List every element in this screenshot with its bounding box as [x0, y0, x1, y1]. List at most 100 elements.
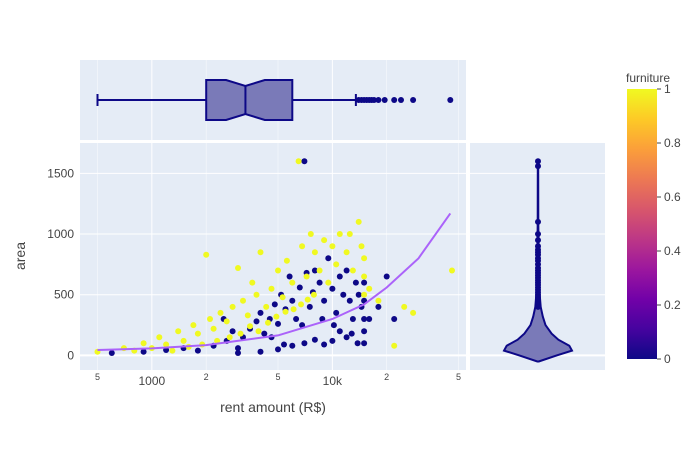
scatter-point [310, 291, 317, 298]
scatter-point [261, 330, 268, 337]
scatter-point [217, 309, 224, 316]
scatter-point [343, 249, 350, 256]
scatter-point [240, 297, 246, 304]
scatter-point [303, 273, 310, 280]
scatter-point [349, 267, 356, 274]
scatter-point [295, 158, 302, 165]
y-axis-title: area [12, 242, 28, 270]
scatter-point [226, 334, 233, 341]
scatter-point [203, 251, 210, 258]
scatter-point [410, 309, 417, 316]
scatter-point [361, 340, 368, 347]
scatter-point [343, 267, 350, 274]
scatter-point [190, 322, 197, 329]
scatter-point [304, 296, 311, 303]
scatter-point [354, 340, 361, 347]
scatter-point [333, 309, 340, 316]
scatter-point [329, 285, 336, 292]
scatter-point [286, 273, 293, 280]
scatter-point [265, 319, 271, 326]
scatter-point [358, 243, 365, 250]
scatter-point [383, 273, 390, 280]
scatter-point [289, 297, 296, 304]
scatter-point [289, 279, 296, 286]
scatter-point [307, 231, 314, 237]
scatter-point [108, 350, 115, 356]
scatter-point [163, 341, 170, 348]
scatter-point [255, 328, 262, 335]
scatter-point [271, 301, 278, 308]
violin-point [535, 237, 541, 244]
scatter-point [279, 294, 286, 301]
scatter-point [306, 303, 313, 310]
colorbar-ticks: 0 0.2 0.4 0.6 0.8 1 [657, 82, 681, 366]
scatter-point [257, 309, 264, 316]
scatter-point [194, 330, 201, 337]
scatter-point [361, 316, 368, 322]
scatter-point [355, 291, 362, 298]
y-axis-ticks: 0 500 1000 1500 [47, 166, 74, 362]
scatter-point [391, 342, 398, 349]
scatter-point [253, 291, 260, 298]
scatter-point [235, 265, 241, 271]
box-outlier [447, 97, 454, 103]
scatter-point [316, 279, 323, 286]
scatter-point [281, 341, 287, 348]
scatter-point [361, 291, 368, 298]
scatter-point [375, 303, 382, 310]
scatter-point [210, 325, 217, 332]
scatter-point [361, 279, 368, 286]
scatter-point [296, 284, 303, 291]
scatter-point [156, 334, 163, 341]
scatter-point [273, 313, 280, 320]
scatter-point [329, 243, 336, 250]
box-outlier [371, 97, 377, 103]
box-body [205, 79, 294, 121]
box-plot [96, 79, 454, 121]
scatter-point [257, 249, 264, 256]
scatter-point [257, 348, 264, 355]
violin-point [535, 163, 541, 170]
colorbar-tick-label: 0.4 [664, 244, 681, 258]
scatter-point [293, 316, 300, 322]
x-minor-tick-label: 5 [456, 372, 461, 382]
box-outlier [391, 97, 398, 103]
x-tick-label: 10k [323, 374, 343, 388]
scatter-point [169, 347, 176, 354]
scatter-point [329, 337, 336, 344]
scatter-point [366, 285, 373, 292]
scatter-point [361, 328, 368, 335]
x-minor-tick-label: 5 [95, 372, 100, 382]
scatter-point [180, 337, 187, 344]
x-minor-tick-label: 2 [204, 372, 209, 382]
y-tick-label: 500 [54, 288, 74, 302]
box-outlier [381, 97, 388, 103]
colorbar-tick-label: 0.8 [664, 136, 681, 150]
violin-point [535, 231, 541, 237]
scatter-point [249, 279, 256, 286]
colorbar-tick-label: 0.2 [664, 298, 681, 312]
scatter-point [301, 340, 308, 347]
scatter-point [375, 297, 382, 304]
scatter-point [247, 323, 253, 330]
scatter-point [275, 346, 281, 353]
scatter-point [140, 340, 147, 347]
scatter-point [343, 334, 350, 341]
scatter-point [325, 279, 332, 286]
violin-plot [502, 158, 574, 363]
scatter-point [207, 316, 213, 322]
scatter-point [340, 291, 347, 298]
scatter-point [301, 158, 308, 165]
scatter-point [311, 267, 318, 274]
box-outlier [375, 97, 382, 103]
scatter-point [336, 328, 343, 335]
scatter-point [263, 303, 270, 310]
scatter-point [299, 322, 306, 329]
scatter-point [330, 322, 337, 329]
colorbar-tick-label: 1 [664, 82, 671, 96]
scatter-point [289, 342, 296, 349]
scatter-point [449, 267, 455, 274]
scatter-point [321, 297, 328, 304]
scatter-point [235, 345, 241, 352]
